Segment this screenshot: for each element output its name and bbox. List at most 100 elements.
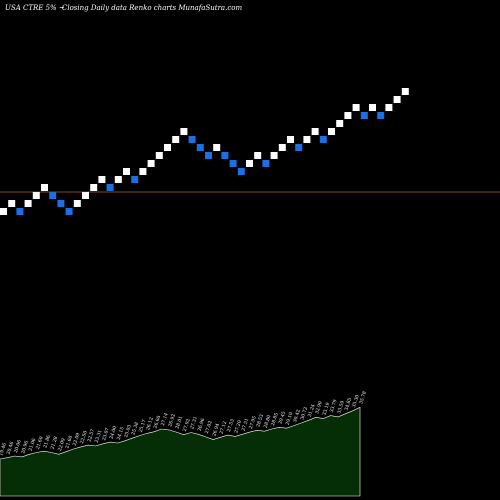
volume-value-label: 24.00 xyxy=(108,425,118,439)
renko-brick-up xyxy=(180,128,188,135)
volume-value-label: 27.31 xyxy=(189,416,199,430)
volume-value-label: 20.06 xyxy=(13,439,23,453)
volume-value-label: 33.79 xyxy=(329,399,339,413)
volume-value-label: 22.50 xyxy=(79,430,89,444)
volume-value-label: 28.80 xyxy=(263,414,273,428)
renko-brick-up xyxy=(0,208,7,215)
volume-value-label: 21.86 xyxy=(42,434,52,448)
volume-value-label: 20.46 xyxy=(5,441,15,455)
renko-brick-up xyxy=(155,152,163,159)
renko-brick-up xyxy=(344,112,352,119)
volume-value-label: 26.12 xyxy=(145,417,155,431)
renko-brick-up xyxy=(213,144,221,151)
renko-brick-down xyxy=(262,160,270,167)
renko-brick-down xyxy=(237,168,245,175)
renko-brick-down xyxy=(229,160,237,167)
volume-value-label: 28.01 xyxy=(174,415,184,429)
volume-value-label: 32.90 xyxy=(314,400,324,414)
volume-value-label: 28.53 xyxy=(255,413,265,427)
volume-value-label: 27.92 xyxy=(182,418,192,432)
volume-value-label: 26.92 xyxy=(167,413,177,427)
volume-value-label: 28.85 xyxy=(270,412,280,426)
volume-value-label: 30.72 xyxy=(299,406,309,420)
renko-brick-up xyxy=(24,200,32,207)
volume-value-label: 19.46 xyxy=(0,442,8,456)
renko-brick-up xyxy=(369,104,376,111)
ticker-label: USA CTRE 5% ~ xyxy=(5,4,65,12)
volume-value-label: 25.38 xyxy=(130,421,140,435)
renko-brick-up xyxy=(172,136,180,143)
renko-brick-up xyxy=(254,152,262,159)
volume-value-label: 24.15 xyxy=(116,426,126,440)
renko-brick-down xyxy=(221,152,229,159)
renko-brick-down xyxy=(295,144,303,151)
renko-brick-up xyxy=(8,200,16,207)
renko-brick-down xyxy=(205,152,212,159)
renko-brick-up xyxy=(147,160,155,167)
volume-value-label: 27.51 xyxy=(241,417,251,431)
renko-brick-up xyxy=(164,144,171,151)
renko-bricks xyxy=(0,88,409,215)
renko-brick-up xyxy=(352,104,360,111)
volume-value-label: 21.06 xyxy=(28,437,38,451)
renko-brick-up xyxy=(328,128,335,135)
renko-brick-down xyxy=(360,112,368,119)
renko-brick-up xyxy=(385,104,393,111)
volume-value-label: 29.45 xyxy=(277,410,287,424)
renko-brick-up xyxy=(393,96,401,103)
renko-brick-up xyxy=(278,144,286,151)
renko-brick-down xyxy=(196,144,204,151)
volume-value-label: 30.42 xyxy=(292,409,302,423)
renko-brick-down xyxy=(49,192,57,199)
renko-brick-down xyxy=(16,208,24,215)
volume-value-label: 27.53 xyxy=(226,418,236,432)
renko-brick-up xyxy=(401,88,409,95)
renko-brick-up xyxy=(41,184,48,191)
volume-value-label: 27.20 xyxy=(233,420,243,434)
volume-value-label: 23.31 xyxy=(94,429,104,443)
volume-value-label: 26.60 xyxy=(152,415,162,429)
renko-brick-up xyxy=(123,168,130,175)
volume-area-fill xyxy=(0,406,361,497)
volume-value-label: 34.85 xyxy=(343,397,353,411)
renko-brick-up xyxy=(336,120,344,127)
renko-brick-down xyxy=(65,208,73,215)
renko-brick-up xyxy=(73,200,81,207)
renko-brick-up xyxy=(287,136,294,143)
renko-brick-down xyxy=(188,136,196,143)
volume-value-label: 27.95 xyxy=(248,415,258,429)
renko-brick-down xyxy=(131,176,139,183)
renko-brick-up xyxy=(303,136,311,143)
volume-value-label: 22.57 xyxy=(86,428,96,442)
renko-brick-down xyxy=(377,112,385,119)
volume-value-label: 27.12 xyxy=(219,420,229,434)
volume-value-label: 22.09 xyxy=(57,437,67,451)
renko-brick-up xyxy=(114,176,122,183)
volume-value-label: 27.02 xyxy=(204,420,214,434)
renko-brick-up xyxy=(139,168,147,175)
renko-brick-up xyxy=(311,128,319,135)
volume-value-label: 27.14 xyxy=(160,412,170,426)
volume-value-label: 21.60 xyxy=(64,435,74,449)
volume-value-label: 31.24 xyxy=(307,403,317,417)
renko-brick-up xyxy=(98,176,106,183)
volume-value-label: 26.96 xyxy=(197,417,207,431)
volume-value-label: 20.96 xyxy=(20,440,30,454)
renko-brick-up xyxy=(82,192,89,199)
renko-brick-up xyxy=(90,184,98,191)
renko-brick-up xyxy=(270,152,278,159)
volume-value-label: 33.19 xyxy=(321,402,331,416)
renko-brick-down xyxy=(106,184,114,191)
volume-value-label: 33.59 xyxy=(336,400,346,414)
renko-brick-up xyxy=(32,192,40,199)
volume-value-label: 29.10 xyxy=(285,411,295,425)
volume-value-label: 21.28 xyxy=(50,436,60,450)
volume-value-label: 35.30 xyxy=(351,394,361,408)
chart-description: Closing Daily data Renko charts MunafaSu… xyxy=(62,4,242,12)
volume-value-label: 26.94 xyxy=(211,423,221,437)
renko-brick-up xyxy=(246,160,253,167)
volume-value-label: 25.03 xyxy=(123,424,133,438)
